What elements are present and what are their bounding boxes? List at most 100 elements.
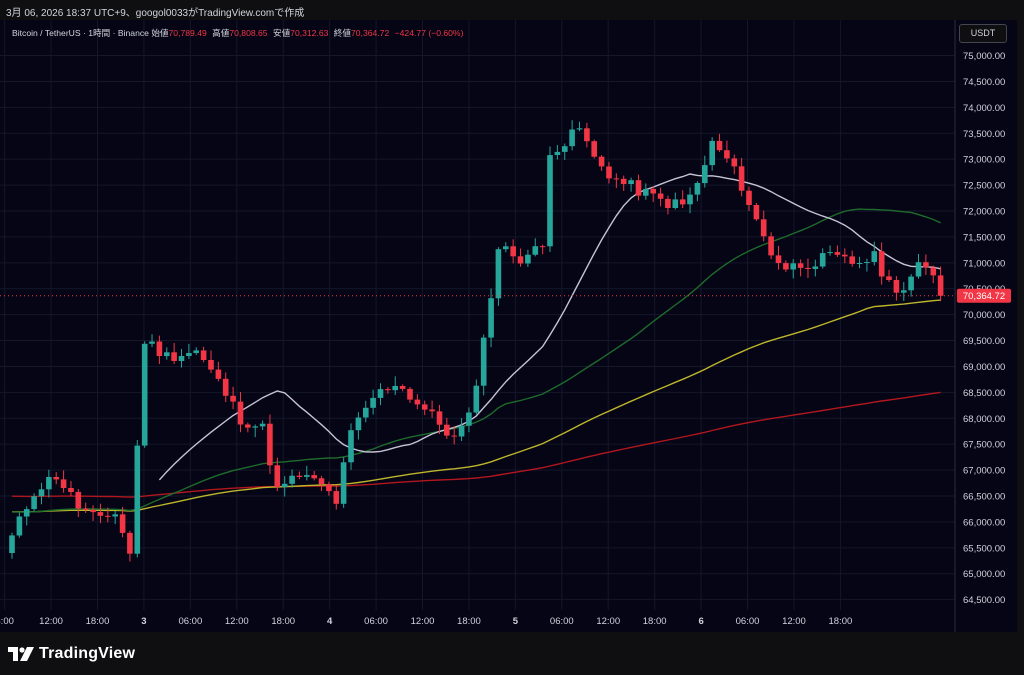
candle-body: [289, 475, 295, 484]
candle-body: [237, 401, 244, 425]
candle-body: [709, 140, 715, 166]
y-tick-label: 73,000.00: [963, 155, 1005, 166]
tradingview-logo[interactable]: TradingView: [8, 643, 135, 665]
ma-red-line: [11, 391, 941, 498]
candle-body: [311, 475, 317, 479]
y-tick-label: 65,500.00: [963, 543, 1005, 554]
candle-body: [281, 483, 288, 487]
candle-body: [200, 350, 207, 360]
y-tick-label: 65,000.00: [963, 569, 1005, 580]
y-tick-label: 68,500.00: [963, 388, 1005, 399]
candle-body: [480, 337, 487, 386]
candle-body: [245, 424, 251, 428]
candle-body: [370, 397, 376, 408]
candle-body: [399, 386, 406, 389]
low-value: 70,312.63: [290, 28, 329, 38]
grid-lines: [0, 20, 955, 610]
candle-body: [871, 251, 878, 262]
candle-body: [119, 514, 126, 533]
y-tick-label: 71,000.00: [963, 258, 1005, 269]
candle-body: [318, 478, 325, 485]
candle-body: [230, 395, 236, 402]
candle-body: [340, 462, 347, 504]
candle-body: [510, 246, 516, 257]
candle-body: [458, 425, 465, 437]
candle-body: [385, 389, 391, 391]
candle-body: [731, 158, 738, 167]
candle-body: [377, 389, 384, 398]
candle-body: [267, 423, 273, 466]
candle-body: [259, 423, 266, 427]
tradingview-logo-icon: [8, 647, 34, 661]
y-tick-label: 75,000.00: [963, 51, 1005, 62]
candle-body: [215, 369, 222, 379]
candle-body: [68, 488, 74, 492]
candle-body: [97, 512, 104, 516]
candle-body: [429, 409, 435, 412]
candle-body: [812, 266, 819, 269]
change-value: −424.77 (−0.60%): [394, 28, 464, 38]
currency-button[interactable]: USDT: [959, 24, 1007, 43]
x-tick-label: 06:00: [550, 616, 574, 627]
candle-body: [724, 150, 730, 159]
candle-body: [613, 178, 620, 180]
candle-body: [414, 399, 421, 405]
candle-body: [252, 426, 258, 428]
x-tick-label: 12:00: [411, 616, 435, 627]
candle-body: [775, 255, 782, 264]
candle-body: [141, 343, 148, 446]
x-tick-label: 06:00: [178, 616, 202, 627]
candle-body: [643, 188, 649, 196]
candle-body: [304, 475, 310, 477]
x-tick-label: 6:00: [0, 616, 14, 627]
candle-body: [355, 417, 362, 431]
x-tick-label: 12:00: [225, 616, 249, 627]
chart-frame[interactable]: 64,500.00 65,000.00 65,500.00 66,000.00 66,5…: [0, 20, 1017, 632]
candle-body: [679, 199, 686, 205]
candle-body: [584, 128, 590, 142]
moving-averages: [11, 173, 941, 513]
candle-body: [127, 532, 133, 554]
y-tick-label: 72,500.00: [963, 181, 1005, 192]
candle-body: [23, 509, 30, 517]
candle-body: [893, 280, 900, 293]
candle-body: [90, 509, 96, 513]
high-label: 高値: [212, 28, 230, 38]
x-tick-label: 3: [141, 616, 146, 627]
candle-body: [503, 246, 509, 250]
candle-body: [760, 219, 767, 237]
candle-body: [363, 407, 369, 418]
candle-body: [657, 193, 664, 199]
x-tick-label: 18:00: [828, 616, 852, 627]
candle-body: [466, 412, 472, 426]
candle-body: [753, 205, 760, 220]
candle-body: [208, 360, 214, 370]
candle-body: [783, 263, 789, 270]
candle-body: [827, 252, 833, 254]
last-price-tag-bg: [957, 288, 1011, 303]
ma-green-line: [11, 208, 941, 513]
x-tick-label: 12:00: [782, 616, 806, 627]
open-label: 始値: [151, 28, 169, 38]
candle-body: [819, 253, 826, 267]
candle-body: [112, 514, 118, 517]
x-tick-label: 12:00: [596, 616, 620, 627]
candle-body: [326, 484, 332, 492]
y-tick-label: 67,000.00: [963, 466, 1005, 477]
y-tick-label: 68,000.00: [963, 414, 1005, 425]
candle-body: [576, 128, 583, 130]
y-tick-label: 74,000.00: [963, 103, 1005, 114]
candle-body: [687, 194, 693, 205]
tradingview-logo-text: TradingView: [39, 645, 136, 662]
candle-body: [746, 190, 752, 205]
price-chart[interactable]: 64,500.00 65,000.00 65,500.00 66,000.00 66,5…: [0, 20, 1017, 632]
x-tick-label: 6: [698, 616, 703, 627]
y-tick-label: 69,000.00: [963, 362, 1005, 373]
price-axis[interactable]: [955, 20, 1017, 632]
candle-body: [886, 276, 892, 280]
candle-body: [790, 263, 796, 270]
x-tick-label: 18:00: [86, 616, 110, 627]
candle-body: [178, 356, 185, 361]
candle-body: [805, 267, 811, 269]
candle-body: [694, 183, 701, 195]
